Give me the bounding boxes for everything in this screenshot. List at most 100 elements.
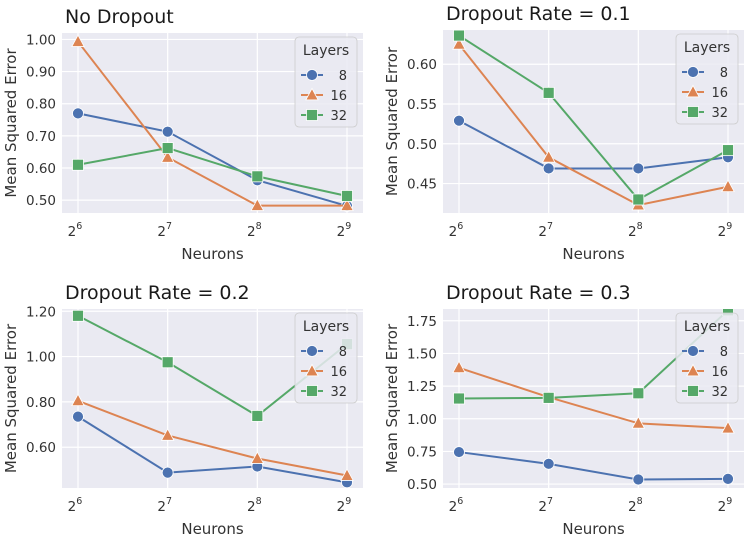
legend: Layers 8 16 32	[294, 312, 358, 404]
legend-marker-8	[687, 66, 699, 78]
x-tick-label: 29	[337, 221, 352, 240]
x-tick-label: 27	[538, 496, 553, 515]
y-tick-label: 1.25	[407, 379, 437, 395]
data-point-8	[722, 472, 734, 485]
panel-title: Dropout Rate = 0.2	[65, 282, 250, 304]
legend-box	[675, 33, 739, 125]
data-point-32	[632, 387, 645, 400]
x-tick-label: 28	[628, 221, 643, 240]
y-tick-label: 0.60	[26, 161, 56, 177]
legend-label-8: 8	[339, 345, 347, 360]
series-line-8	[458, 451, 729, 481]
x-tick-label: 29	[718, 496, 733, 515]
legend-marker-16	[686, 84, 700, 98]
legend-label-16: 16	[711, 365, 728, 380]
legend-label-16: 16	[711, 86, 728, 101]
panel-title: Dropout Rate = 0.3	[446, 282, 631, 304]
legend-label-32: 32	[330, 385, 347, 400]
x-axis-label: Neurons	[562, 520, 624, 538]
data-point-32	[722, 144, 734, 157]
y-tick-label: 0.60	[26, 440, 56, 456]
data-point-8	[72, 410, 84, 423]
data-point-32	[251, 170, 264, 183]
legend-box	[294, 36, 358, 128]
legend-label-16: 16	[330, 365, 347, 380]
y-tick-label: 0.50	[407, 477, 437, 493]
y-tick-label: 0.55	[407, 97, 437, 113]
data-point-8	[453, 114, 465, 127]
y-tick-label: 0.80	[26, 395, 56, 411]
x-tick-label: 29	[718, 221, 733, 240]
data-point-8	[161, 125, 174, 138]
legend-box	[294, 312, 358, 404]
x-tick-label: 28	[628, 496, 643, 515]
series-line-16	[77, 41, 347, 207]
legend: Layers 8 16 32	[294, 36, 358, 128]
y-tick-label: 0.50	[407, 137, 437, 153]
data-point-32	[453, 30, 465, 42]
y-axis-label: Mean Squared Error	[383, 323, 401, 473]
y-tick-label: 0.50	[26, 193, 56, 209]
legend-title: Layers	[684, 319, 730, 335]
data-point-16	[160, 428, 175, 441]
series-line-32	[77, 147, 348, 197]
x-axis-label: Neurons	[181, 520, 243, 538]
data-point-16	[250, 198, 265, 211]
series-line-8	[77, 415, 348, 484]
data-point-16	[631, 415, 646, 429]
legend-label-8: 8	[720, 66, 728, 81]
legend-marker-32	[306, 385, 318, 397]
x-axis-label: Neurons	[181, 245, 243, 263]
x-tick-label: 27	[538, 221, 553, 240]
data-point-16	[340, 468, 354, 481]
y-axis-label: Mean Squared Error	[2, 323, 20, 473]
data-point-16	[250, 451, 265, 464]
legend-marker-16	[305, 363, 319, 377]
x-tick-label: 26	[68, 496, 83, 515]
legend-label-8: 8	[720, 345, 728, 360]
data-point-16	[71, 393, 85, 407]
data-point-8	[542, 457, 555, 470]
y-tick-label: 0.45	[407, 177, 437, 193]
data-point-32	[542, 391, 555, 404]
legend-box	[675, 312, 739, 404]
legend-marker-16	[686, 363, 700, 377]
y-tick-label: 1.75	[407, 314, 437, 330]
data-point-32	[161, 142, 174, 154]
legend-marker-8	[306, 345, 318, 357]
panel-2: 0.45 0.50 0.55 0.60 26 27 28 29 Dropout Rate = 0…	[383, 3, 744, 263]
panel-title: No Dropout	[65, 6, 174, 28]
y-tick-label: 0.80	[26, 97, 56, 113]
y-tick-label: 1.00	[26, 350, 56, 366]
y-axis-label: Mean Squared Error	[383, 46, 401, 196]
legend-label-32: 32	[711, 385, 728, 400]
legend: Layers 8 16 32	[675, 312, 739, 404]
legend-label-8: 8	[339, 69, 347, 84]
y-tick-label: 1.00	[26, 32, 56, 48]
x-tick-label: 27	[157, 496, 172, 515]
data-point-32	[72, 158, 84, 171]
x-tick-label: 26	[68, 221, 83, 240]
data-point-32	[72, 309, 84, 322]
legend-label-32: 32	[330, 109, 347, 124]
data-point-16	[721, 179, 735, 193]
legend-title: Layers	[303, 43, 349, 59]
y-tick-label: 1.50	[407, 346, 437, 362]
data-point-8	[453, 446, 465, 458]
data-point-16	[160, 150, 175, 163]
legend-marker-16	[305, 87, 319, 101]
panel-1: 0.50 0.60 0.70 0.80 0.90 1.00 26 27 28 29 No Dropo…	[2, 6, 363, 263]
data-point-32	[341, 190, 353, 202]
data-point-32	[251, 410, 264, 422]
legend-marker-8	[687, 345, 699, 357]
y-tick-label: 1.00	[407, 412, 437, 428]
x-tick-label: 28	[247, 496, 262, 515]
x-tick-label: 28	[247, 221, 262, 240]
legend-marker-8	[306, 69, 318, 81]
x-tick-label: 26	[449, 496, 464, 515]
data-point-32	[632, 193, 645, 206]
legend-marker-32	[687, 385, 699, 397]
series-line-16	[458, 366, 729, 430]
panel-4: 0.50 0.75 1.00 1.25 1.50 1.75 26 27 28 29 Dropout …	[383, 282, 744, 538]
panel-3: 0.60 0.80 1.00 1.20 26 27 28 29 Dropout Rate = 0…	[2, 282, 363, 538]
